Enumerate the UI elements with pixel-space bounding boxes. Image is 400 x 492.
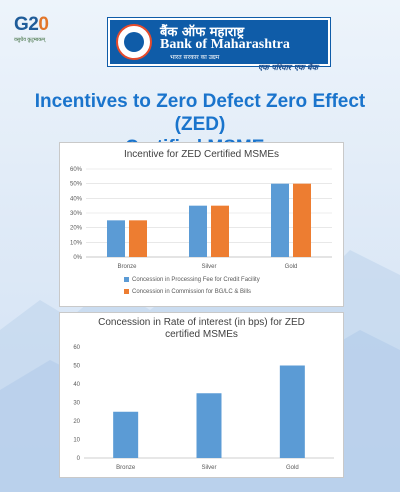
x-tick-label: Silver bbox=[201, 465, 216, 471]
y-tick-label: 40 bbox=[73, 382, 80, 388]
header: G20 वसुधैव कुटुम्बकम् बैंक ऑफ महाराष्ट्र… bbox=[0, 0, 400, 80]
bank-slogan: एक परिवार एक बैंक bbox=[258, 63, 318, 72]
chart-card-incentive: Incentive for ZED Certified MSMEs 0% 10% 2… bbox=[59, 142, 344, 307]
bar bbox=[293, 183, 311, 257]
bar bbox=[189, 205, 207, 257]
bar bbox=[196, 393, 222, 458]
legend-swatch bbox=[124, 277, 129, 282]
chart-title: Incentive for ZED Certified MSMEs bbox=[123, 149, 280, 160]
y-tick-label: 60 bbox=[73, 345, 80, 351]
y-tick-label: 40% bbox=[70, 196, 83, 202]
bar bbox=[107, 220, 125, 257]
bar bbox=[271, 183, 289, 257]
x-tick-label: Gold bbox=[285, 264, 298, 270]
bar bbox=[129, 220, 147, 257]
y-tick-label: 50% bbox=[70, 182, 83, 188]
legend-item: Concession in Processing Fee for Credit … bbox=[124, 277, 260, 283]
bar bbox=[279, 365, 305, 458]
bank-logo: बैंक ऑफ महाराष्ट्र Bank of Maharashtra भ… bbox=[108, 18, 330, 66]
chart-title-line2: certified MSMEs bbox=[165, 329, 238, 340]
chart-title-line1: Concession in Rate of interest (in bps) … bbox=[98, 317, 305, 328]
y-tick-label: 30 bbox=[73, 401, 80, 407]
page-title-line1: Incentives to Zero Defect Zero Effect (Z… bbox=[34, 91, 366, 135]
legend-swatch bbox=[124, 289, 129, 294]
x-tick-label: Bronze bbox=[116, 465, 136, 471]
x-tick-label: Silver bbox=[201, 264, 216, 270]
bank-name-hindi: बैंक ऑफ महाराष्ट्र bbox=[160, 25, 245, 40]
x-tick-label: Bronze bbox=[117, 264, 137, 270]
y-tick-label: 0 bbox=[77, 456, 81, 462]
legend-item: Concession in Commission for BG/LC & Bil… bbox=[124, 289, 251, 295]
y-tick-label: 10% bbox=[70, 240, 83, 246]
g20-sub: वसुधैव कुटुम्बकम् bbox=[14, 37, 46, 43]
y-tick-label: 20 bbox=[73, 419, 80, 425]
interest-chart: 0 10 20 30 40 50 60 Bronze Silver Gold bbox=[73, 345, 334, 471]
x-tick-label: Gold bbox=[286, 465, 299, 471]
bar bbox=[211, 205, 229, 257]
y-tick-label: 20% bbox=[70, 226, 83, 232]
legend-label: Concession in Commission for BG/LC & Bil… bbox=[132, 289, 252, 295]
y-tick-label: 60% bbox=[70, 167, 83, 173]
chart-card-interest: Concession in Rate of interest (in bps) … bbox=[59, 312, 344, 478]
bank-tagline: भारत सरकार का उद्यम bbox=[170, 54, 220, 61]
bank-name-english: Bank of Maharashtra bbox=[160, 37, 290, 52]
y-tick-label: 30% bbox=[70, 211, 83, 217]
y-tick-label: 0% bbox=[73, 255, 82, 261]
bank-emblem-icon bbox=[116, 24, 152, 60]
y-tick-label: 50 bbox=[73, 364, 80, 370]
g20-logo: G20 वसुधैव कुटुम्बकम् bbox=[14, 14, 62, 54]
incentive-chart: 0% 10% 20% 30% 40% 50% 60% Bronze Silver Gold bbox=[70, 167, 332, 270]
bar bbox=[113, 411, 139, 458]
legend-label: Concession in Processing Fee for Credit … bbox=[132, 277, 260, 283]
y-tick-label: 10 bbox=[73, 438, 80, 444]
